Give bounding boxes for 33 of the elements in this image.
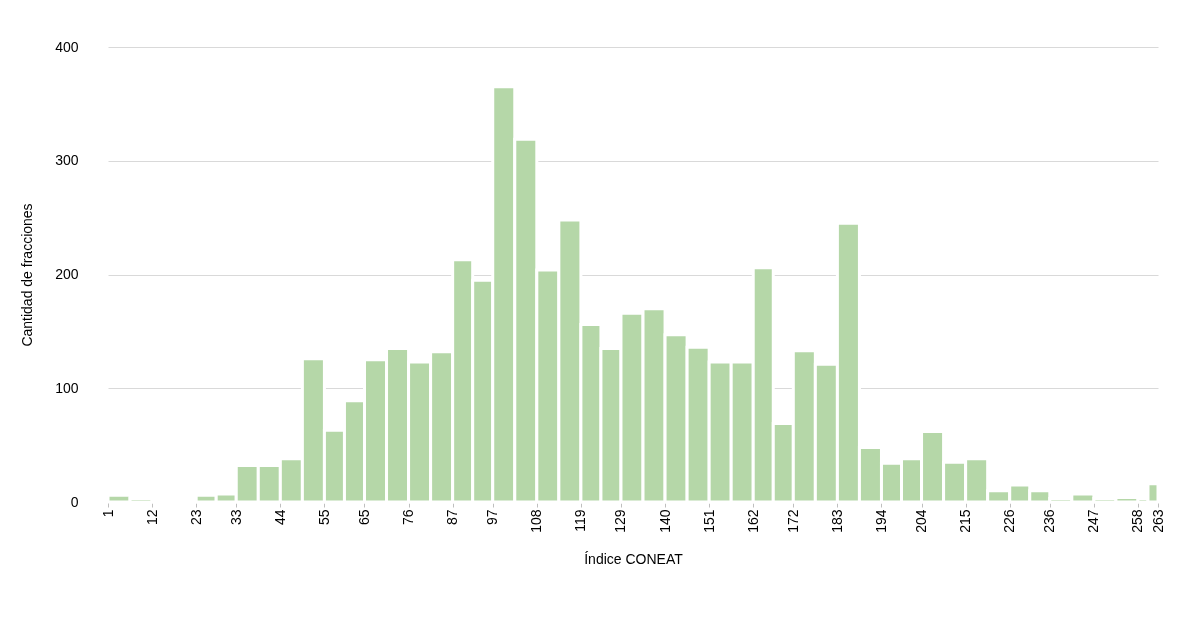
x-tick-label: 183 (828, 509, 845, 533)
x-tick-label: 23 (187, 509, 204, 526)
x-tick-label: 119 (572, 509, 589, 532)
y-tick-label: 0 (70, 493, 79, 510)
x-tick-label: 76 (400, 509, 417, 526)
x-tick-label: 129 (612, 509, 629, 533)
x-tick-label: 226 (1001, 509, 1018, 533)
y-tick-label: 300 (55, 152, 79, 169)
x-tick-label: 204 (913, 509, 930, 533)
x-tick-label: 140 (656, 509, 673, 533)
x-tick-label: 263 (1149, 509, 1166, 533)
x-tick-label: 55 (315, 509, 332, 526)
x-tick-label: 65 (355, 509, 372, 526)
x-tick-label: 236 (1041, 509, 1058, 533)
y-tick-label: 400 (55, 38, 79, 55)
x-tick-label: 215 (957, 509, 974, 533)
x-tick-label: 44 (271, 509, 288, 526)
x-tick-label: 108 (528, 509, 545, 533)
x-tick-label: 194 (872, 509, 889, 533)
x-tick-label: 1 (99, 509, 116, 518)
x-tick-label: 87 (444, 509, 461, 526)
y-tick-label: 200 (55, 266, 79, 282)
x-tick-label: 258 (1129, 509, 1146, 533)
x-tick-label: 151 (700, 509, 717, 533)
y-axis-title: Cantidad de fracciones (19, 203, 36, 347)
y-tick-label: 100 (55, 379, 79, 396)
x-tick-label: 162 (744, 509, 761, 533)
x-tick-label: 172 (784, 509, 801, 533)
x-axis-title: Índice CONEAT (584, 550, 684, 567)
x-tick-label: 33 (227, 509, 244, 526)
x-tick-label: 97 (484, 509, 501, 526)
x-tick-label: 12 (143, 509, 160, 526)
x-tick-label: 247 (1085, 509, 1102, 533)
